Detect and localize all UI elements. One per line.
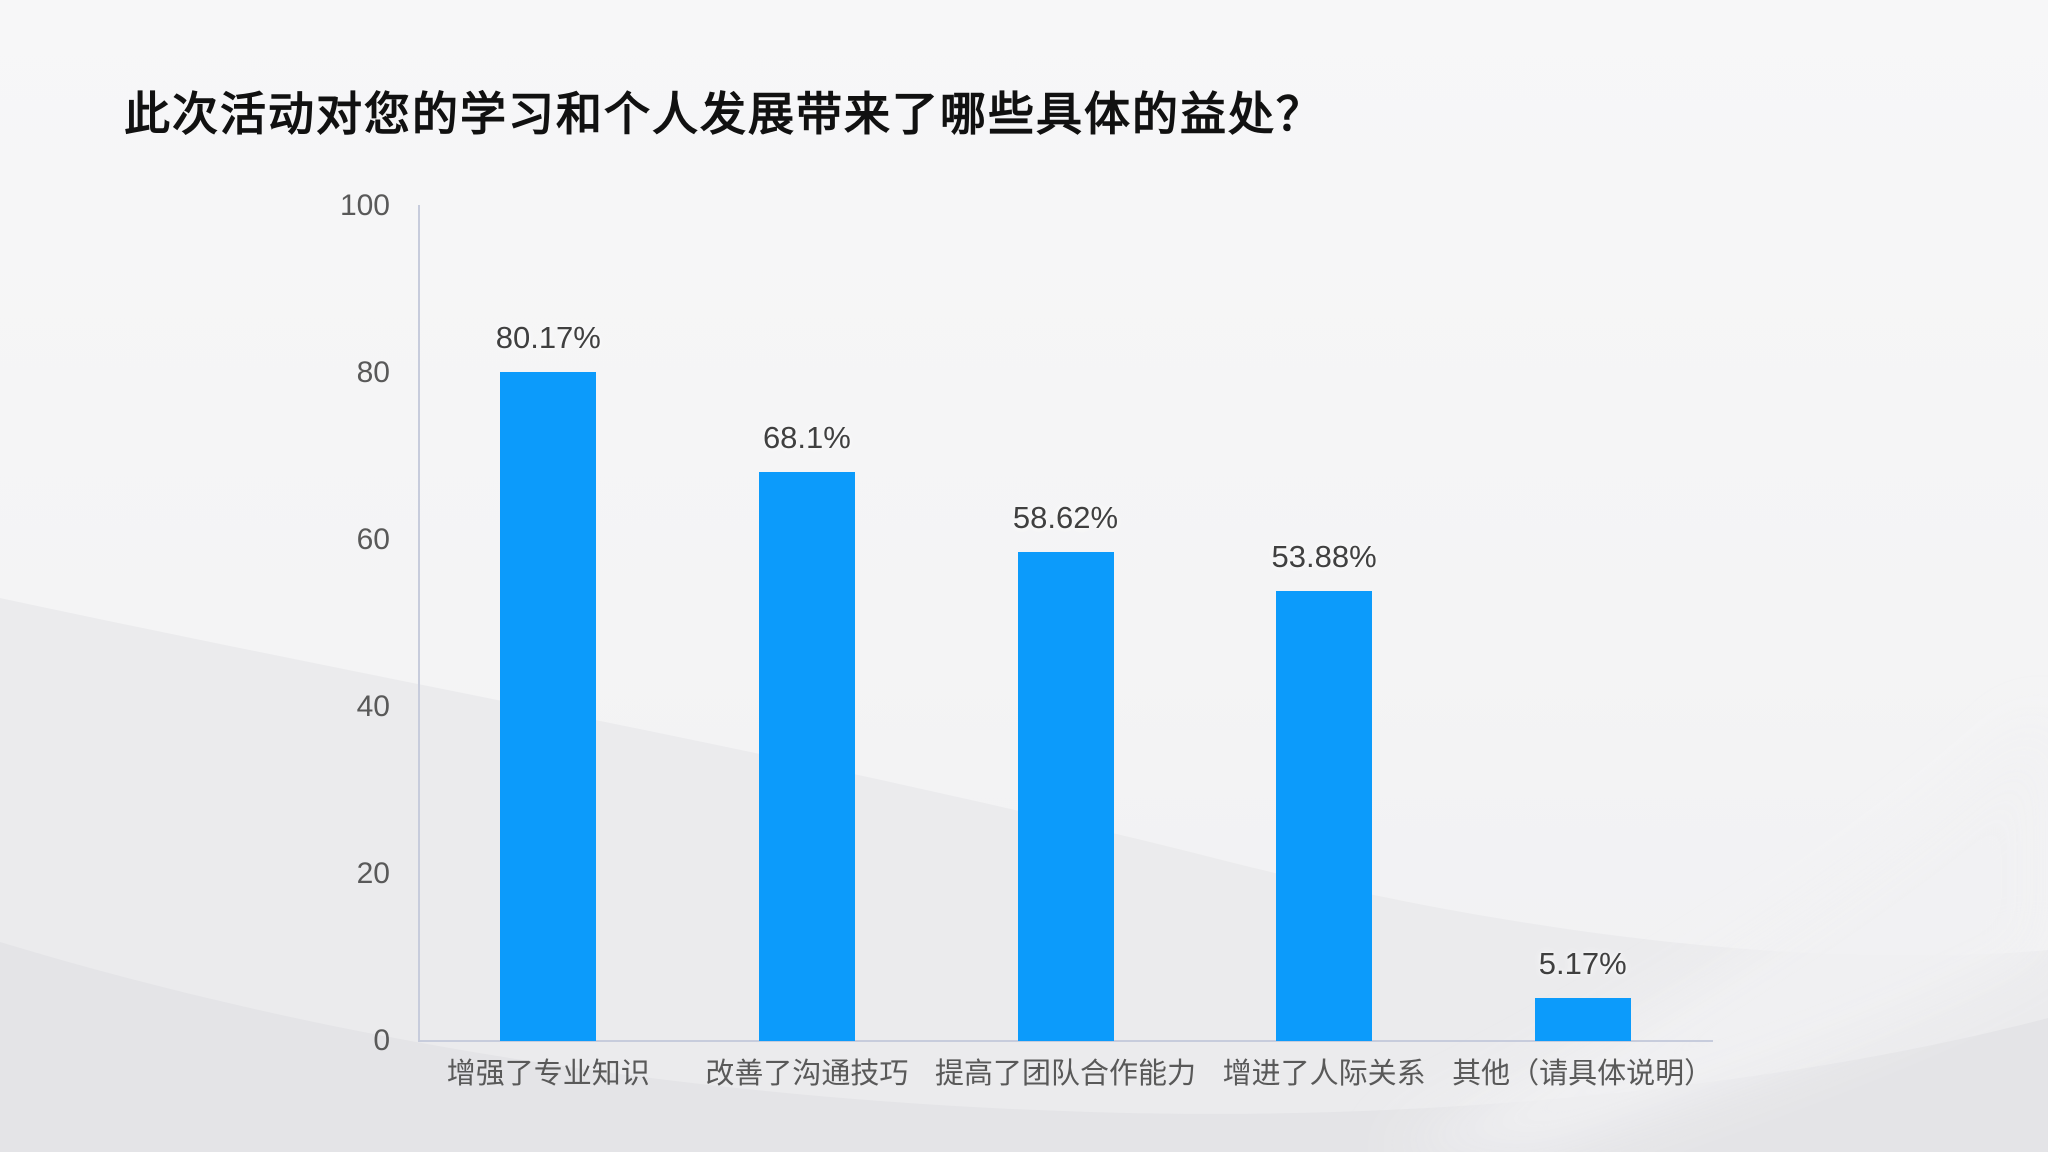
y-tick-label: 40 [356,690,390,723]
y-tick-label: 80 [356,356,390,389]
bar-value-label: 68.1% [762,420,851,456]
bar [500,371,597,1041]
y-tick-label: 20 [356,857,390,890]
bar-value-label: 80.17% [495,319,601,355]
bar [1534,997,1631,1041]
chart-title: 此次活动对您的学习和个人发展带来了哪些具体的益处？ [124,88,1324,140]
x-axis-line [418,1040,1713,1042]
bar-value-label: 53.88% [1271,539,1377,575]
y-tick-label: 100 [339,189,390,222]
wave-light-streak [1380,720,2048,1152]
x-category-label: 改善了沟通技巧 [705,1058,909,1090]
x-category-label: 增强了专业知识 [446,1058,650,1090]
x-category-label: 增进了人际关系 [1222,1058,1426,1090]
bar-value-label: 5.17% [1538,945,1627,981]
bar [1276,591,1373,1041]
bar-value-label: 58.62% [1012,499,1119,535]
y-tick-label: 60 [356,523,390,556]
bar [758,472,855,1041]
wave-dark-shape [0,942,2048,1152]
x-category-label: 提高了团队合作能力 [934,1058,1197,1090]
x-category-label: 其他（请具体说明） [1452,1058,1714,1090]
y-tick-label: 0 [373,1024,390,1057]
bar [1017,551,1114,1041]
y-axis-line [418,205,420,1042]
